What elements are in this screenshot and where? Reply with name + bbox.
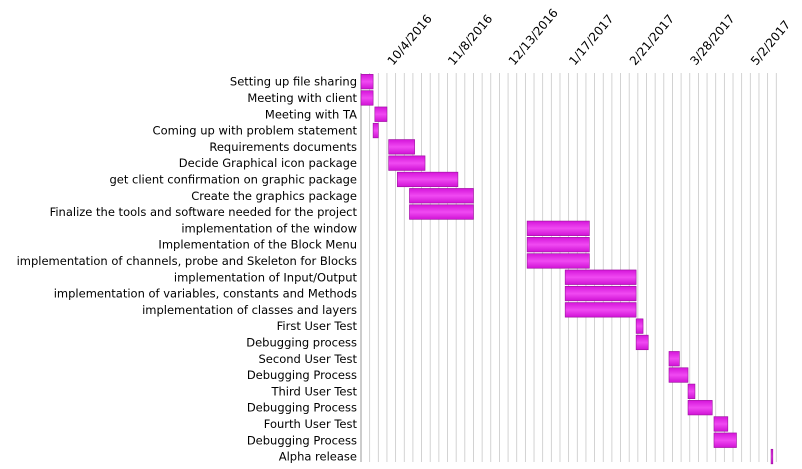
task-bar [713, 416, 729, 432]
task-label: Fourth User Test [264, 417, 358, 431]
task-label: Meeting with client [247, 91, 357, 105]
task-bar [526, 220, 590, 236]
task-bar [388, 155, 426, 171]
task-bar [564, 269, 637, 285]
task-bar [564, 285, 637, 302]
task-bar [668, 351, 680, 367]
task-label: Coming up with problem statement [153, 124, 358, 138]
task-label: Finalize the tools and software needed f… [50, 205, 358, 219]
task-label: Requirements documents [209, 140, 357, 154]
task-bar [374, 106, 388, 122]
tick-label: 5/2/2017 [748, 18, 793, 68]
task-bar [409, 204, 474, 220]
task-label: First User Test [277, 319, 358, 333]
task-label: implementation of the window [181, 221, 357, 235]
task-label: implementation of Input/Output [174, 270, 358, 284]
task-label: Debugging Process [247, 368, 357, 382]
task-bar [409, 188, 474, 204]
tick-label: 2/21/2017 [627, 12, 677, 68]
task-label: implementation of channels, probe and Sk… [17, 254, 357, 268]
task-label: Third User Test [270, 384, 357, 398]
task-label: Implementation of the Block Menu [158, 238, 357, 252]
task-bar [635, 334, 649, 351]
task-bar [713, 432, 737, 448]
task-label: Second User Test [259, 352, 358, 366]
task-label: Alpha release [279, 450, 357, 464]
task-label: implementation of classes and layers [142, 303, 357, 317]
task-bar [388, 139, 415, 155]
task-label: Debugging Process [247, 401, 357, 415]
task-bar [526, 237, 590, 253]
task-bar [360, 74, 374, 90]
task-bar [397, 171, 459, 188]
task-bar [668, 367, 689, 383]
date-axis: 10/4/2016 11/8/2016 12/13/2016 1/17/2017 2/2… [385, 6, 794, 68]
task-bar [526, 253, 590, 269]
tick-label: 10/4/2016 [385, 12, 435, 68]
task-bar [770, 448, 774, 465]
task-bar [635, 318, 644, 334]
task-bar [360, 90, 374, 106]
tick-label: 3/28/2017 [687, 12, 737, 68]
task-label: Meeting with TA [265, 107, 357, 121]
task-labels: Setting up file sharing Meeting with clie… [17, 75, 358, 464]
tick-label: 12/13/2016 [506, 6, 561, 68]
task-label: implementation of variables, constants a… [54, 287, 357, 301]
task-label: get client confirmation on graphic packa… [110, 172, 358, 186]
task-label: Debugging Process [247, 433, 357, 447]
task-label: Decide Graphical icon package [179, 156, 357, 170]
task-bars [360, 74, 774, 465]
tick-label: 11/8/2016 [445, 12, 495, 68]
task-label: Setting up file sharing [230, 75, 357, 89]
task-bar [687, 400, 713, 416]
task-label: Create the graphics package [191, 189, 357, 203]
task-label: Debugging process [246, 335, 357, 349]
task-bar [372, 122, 379, 139]
task-bar [687, 383, 696, 399]
task-bar [564, 302, 637, 318]
tick-label: 1/17/2017 [566, 12, 616, 68]
